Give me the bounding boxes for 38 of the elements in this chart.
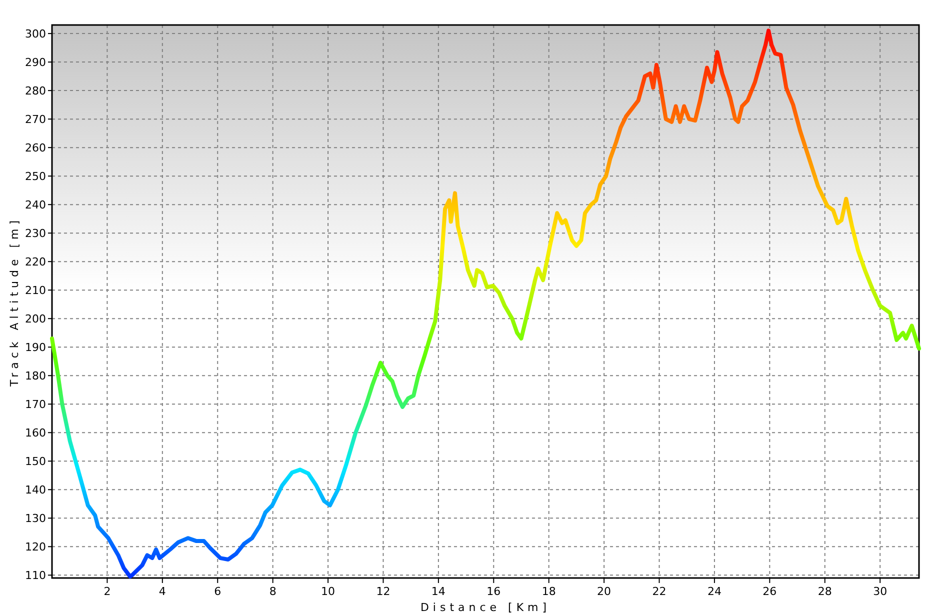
x-tick-label: 24 xyxy=(707,585,722,598)
y-tick-label: 110 xyxy=(25,569,46,582)
x-tick-label: 10 xyxy=(321,585,336,598)
x-tick-label: 18 xyxy=(542,585,556,598)
x-tick-label: 14 xyxy=(431,585,446,598)
y-tick-label: 120 xyxy=(25,540,46,554)
x-tick-label: 12 xyxy=(376,585,390,598)
x-tick-label: 26 xyxy=(762,585,777,598)
x-tick-label: 20 xyxy=(597,585,612,598)
y-tick-label: 240 xyxy=(25,198,46,212)
y-tick-label: 130 xyxy=(25,512,46,526)
x-tick-label: 30 xyxy=(873,585,888,598)
y-axis-title: Track Altitude [m] xyxy=(8,216,21,388)
x-axis-title: Distance [Km] xyxy=(420,601,551,614)
y-tick-label: 230 xyxy=(25,227,46,240)
y-tick-label: 250 xyxy=(25,170,46,184)
line-series xyxy=(50,28,921,579)
y-tick-label: 260 xyxy=(25,142,46,155)
x-tick-label: 28 xyxy=(818,585,832,598)
x-tick-label: 22 xyxy=(652,585,666,598)
x-tick-label: 8 xyxy=(269,585,276,598)
y-tick-label: 290 xyxy=(25,56,46,70)
y-tick-label: 150 xyxy=(25,455,46,468)
y-tick-label: 210 xyxy=(25,284,46,298)
y-tick-label: 270 xyxy=(25,113,46,126)
y-tick-label: 280 xyxy=(25,84,46,98)
x-tick-label: 4 xyxy=(158,585,166,598)
y-tick-label: 200 xyxy=(25,312,46,326)
x-tick-label: 16 xyxy=(486,585,501,598)
x-tick-label: 2 xyxy=(104,585,111,598)
y-tick-label: 220 xyxy=(25,256,46,269)
y-tick-label: 180 xyxy=(25,370,46,383)
y-tick-label: 140 xyxy=(25,484,46,497)
y-tick-label: 190 xyxy=(25,341,46,354)
x-tick-label: 6 xyxy=(214,585,222,598)
y-tick-label: 160 xyxy=(25,426,46,440)
y-tick-label: 170 xyxy=(25,398,46,412)
y-tick-label: 300 xyxy=(25,28,46,41)
